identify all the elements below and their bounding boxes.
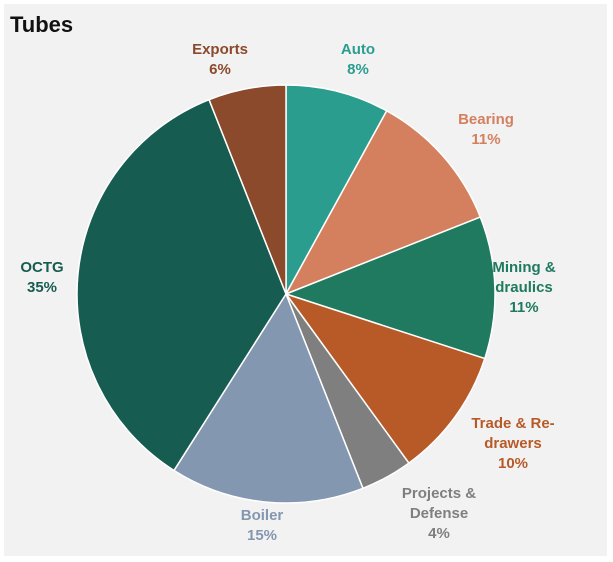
pie-slice-exports: [208, 84, 287, 295]
slice-label-projects-defense: Projects & Defense 4%: [402, 485, 476, 542]
slice-label-mining-hydraulics: Mining & draulics 11%: [492, 259, 555, 316]
slice-label-trade-re-drawers: Trade & Re-drawers 10%: [471, 415, 554, 472]
pie-slice-mining-hydraulics: [283, 216, 496, 360]
pie-slice-bearing: [284, 109, 482, 296]
pie-slice-auto: [285, 84, 388, 295]
pie-slice-boiler: [172, 292, 364, 504]
slice-label-auto: Auto 8%: [341, 41, 375, 78]
slice-label-bearing: Bearing 11%: [458, 111, 514, 148]
pie-slice-trade-re-drawers: [284, 292, 486, 465]
slice-label-exports: Exports 6%: [192, 41, 248, 78]
slice-label-boiler: Boiler 15%: [241, 507, 284, 544]
chart-title: Tubes: [10, 12, 74, 37]
slice-label-octg: OCTG 35%: [20, 259, 63, 296]
pie-slice-octg: [76, 98, 287, 472]
